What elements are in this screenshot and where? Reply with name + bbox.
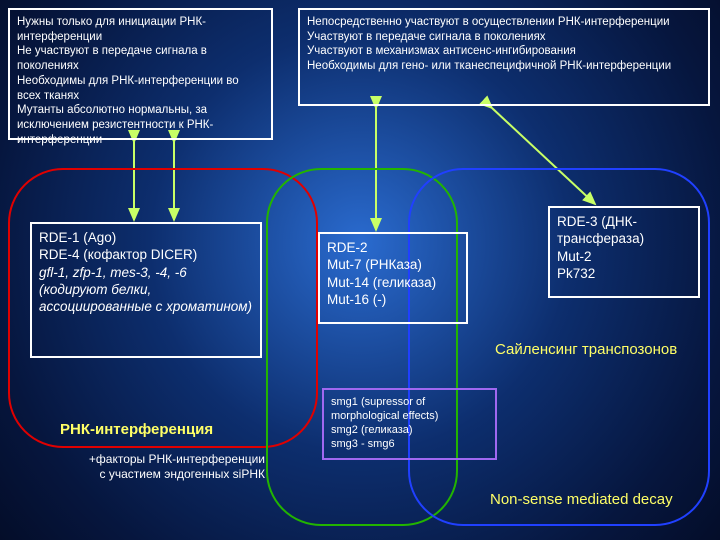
box-centerMid: RDE-2Mut-7 (РНКаза)Mut-14 (геликаза)Mut-… — [318, 232, 468, 324]
box-topLeft: Нужны только для инициации РНК-интерфере… — [8, 8, 273, 140]
label-transposon: Сайленсинг транспозонов — [495, 340, 677, 359]
label-nmd: Non-sense mediated decay — [490, 490, 673, 509]
box-leftMid: RDE-1 (Ago)RDE-4 (кофактор DICER)gfl-1, … — [30, 222, 262, 358]
box-topRight: Непосредственно участвуют в осуществлени… — [298, 8, 710, 106]
label-factors: +факторы РНК-интерференции с участием эн… — [85, 452, 265, 483]
box-rightMid: RDE-3 (ДНК-трансфераза)Mut-2Pk732 — [548, 206, 700, 298]
label-rnkInterf: РНК-интерференция — [60, 420, 213, 439]
diagram-stage: Нужны только для инициации РНК-интерфере… — [0, 0, 720, 540]
box-smg: smg1 (supressor of morphological effects… — [322, 388, 497, 460]
